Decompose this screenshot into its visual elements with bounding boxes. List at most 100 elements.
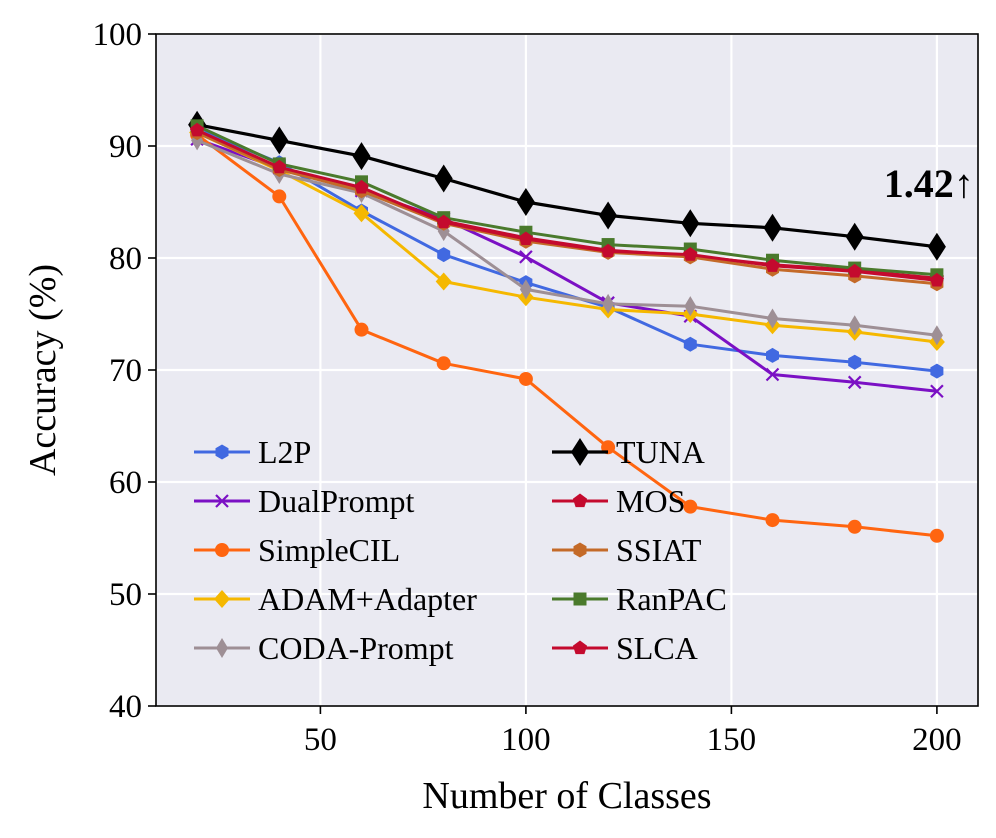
series-tuna (188, 110, 946, 261)
data-point-tuna (352, 142, 371, 171)
legend-entry-slca: SLCA (552, 630, 698, 666)
data-point-l2p (766, 347, 779, 363)
legend-label: ADAM+Adapter (258, 581, 477, 617)
legend-marker (572, 640, 588, 655)
data-point-simplecil (354, 322, 369, 337)
data-point-slca (683, 247, 698, 261)
legend-marker (215, 494, 229, 508)
legend-entry-l2p: L2P (194, 434, 311, 470)
legend-marker (216, 638, 228, 658)
data-point-simplecil (272, 189, 287, 204)
legend-marker (573, 542, 587, 558)
series-line-tuna (196, 123, 938, 249)
legend-marker (572, 493, 588, 508)
data-point-coda-prompt (848, 315, 861, 336)
legend-entry-coda-prompt: CODA-Prompt (194, 630, 454, 666)
legend-marker (215, 543, 229, 557)
legend-marker (214, 590, 230, 608)
data-point-coda-prompt (519, 279, 532, 300)
data-point-slca (765, 258, 780, 272)
series-line-adam-adapter (196, 131, 938, 344)
y-tick-label: 90 (109, 129, 142, 165)
data-point-dualprompt (847, 375, 862, 390)
data-point-coda-prompt (602, 293, 615, 314)
data-point-slca (354, 179, 369, 194)
plot-frame (155, 33, 979, 707)
data-point-dualprompt (519, 250, 533, 264)
series-line-slca (196, 128, 938, 282)
data-point-slca (272, 159, 287, 174)
data-point-slca (929, 272, 944, 287)
legend-entry-ranpac: RanPAC (552, 581, 727, 617)
data-point-dualprompt (930, 384, 944, 399)
x-tick-label: 200 (912, 722, 962, 758)
data-point-slca (436, 214, 451, 229)
data-point-simplecil (847, 519, 862, 534)
data-point-l2p (848, 354, 862, 370)
x-axis-label: Number of Classes (422, 775, 711, 817)
legend-label: SimpleCIL (258, 532, 400, 568)
legend-label: DualPrompt (258, 483, 415, 519)
data-point-simplecil (436, 356, 451, 371)
data-point-coda-prompt (766, 308, 779, 329)
data-point-tuna (681, 209, 700, 238)
data-point-tuna (599, 201, 618, 230)
series-slca (190, 122, 944, 287)
data-point-simplecil (518, 371, 533, 386)
x-tick-label: 100 (501, 722, 551, 758)
x-tick-label: 50 (304, 722, 337, 758)
data-point-l2p (437, 247, 451, 263)
data-point-slca (847, 263, 862, 278)
legend-entry-adam-adapter: ADAM+Adapter (194, 581, 477, 617)
series-line-simplecil (196, 133, 938, 538)
series-line-coda-prompt (196, 139, 938, 337)
legend-entry-dualprompt: DualPrompt (194, 483, 415, 519)
axis-ticks: 50 100 150 200 40 50 60 70 80 90 100 (93, 17, 962, 758)
legend: L2P DualPrompt SimpleCIL ADAM+Adapter CODA-P… (194, 434, 727, 666)
data-point-coda-prompt (684, 296, 697, 317)
data-point-slca (518, 231, 533, 245)
series-layer (188, 110, 946, 543)
y-tick-label: 50 (109, 577, 142, 613)
legend-label: L2P (258, 434, 311, 470)
y-axis-label: Accuracy (%) (22, 264, 64, 476)
y-tick-label: 100 (93, 17, 143, 53)
legend-label: MOS (616, 483, 685, 519)
series-line-ranpac (196, 124, 938, 277)
legend-label: CODA-Prompt (258, 630, 454, 666)
data-point-l2p (930, 363, 944, 379)
legend-entry-simplecil: SimpleCIL (194, 532, 400, 568)
legend-entry-mos: MOS (552, 483, 685, 519)
data-point-slca (190, 122, 205, 137)
data-point-dualprompt (765, 367, 780, 382)
legend-entry-ssiat: SSIAT (552, 532, 702, 568)
data-point-slca (601, 243, 616, 258)
improvement-annotation: 1.42↑ (884, 161, 974, 206)
y-tick-label: 80 (109, 241, 142, 277)
data-point-l2p (683, 336, 697, 352)
legend-label: SSIAT (616, 532, 702, 568)
legend-marker (573, 592, 587, 606)
data-point-adam-adapter (353, 204, 370, 223)
series-line-l2p (196, 127, 938, 373)
data-point-simplecil (929, 528, 944, 543)
legend-marker (571, 438, 589, 466)
legend-marker (215, 444, 229, 460)
legend-label: RanPAC (616, 581, 727, 617)
y-tick-label: 40 (109, 689, 142, 725)
data-point-adam-adapter (435, 272, 452, 291)
series-line-ssiat (196, 131, 938, 286)
x-tick-label: 150 (707, 722, 757, 758)
data-point-tuna (516, 188, 535, 216)
data-point-coda-prompt (930, 325, 943, 346)
data-point-tuna (845, 222, 864, 251)
data-point-simplecil (683, 499, 698, 514)
data-point-tuna (434, 164, 453, 193)
legend-label: SLCA (616, 630, 698, 666)
data-point-tuna (763, 213, 782, 242)
data-point-simplecil (765, 513, 780, 528)
y-tick-label: 70 (109, 353, 142, 389)
data-point-tuna (927, 232, 946, 261)
y-tick-label: 60 (109, 465, 142, 501)
